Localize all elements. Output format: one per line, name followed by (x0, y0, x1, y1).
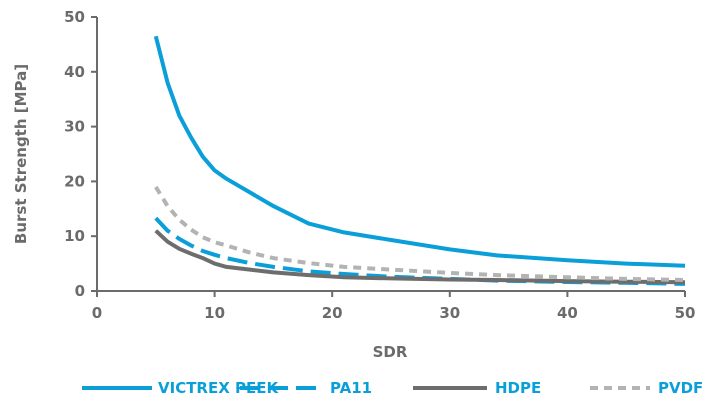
series-line-pa11 (154, 216, 686, 286)
y-tick-label: 40 (64, 63, 85, 81)
series-line-pvdf (154, 185, 686, 282)
y-tick-label: 30 (64, 118, 85, 136)
x-tick-label: 20 (322, 304, 343, 322)
x-axis-title: SDR (373, 343, 408, 361)
y-tick-label: 20 (64, 172, 85, 190)
y-axis-title: Burst Strength [MPa] (12, 64, 30, 244)
x-tick-label: 30 (439, 304, 460, 322)
y-tick-label: 0 (75, 282, 85, 300)
series-lines (153, 35, 686, 286)
legend-label-victrex-peek: VICTREX PEEK (158, 379, 280, 397)
legend: VICTREX PEEK PA11 HDPE PVDF (82, 379, 703, 397)
x-tick-label: 0 (92, 304, 102, 322)
y-tick-label: 50 (64, 8, 85, 26)
series-line-victrex-peek (153, 35, 686, 268)
legend-label-hdpe: HDPE (495, 379, 541, 397)
legend-label-pvdf: PVDF (658, 379, 703, 397)
x-tick-label: 40 (557, 304, 578, 322)
y-tick-label: 10 (64, 227, 85, 245)
series-line-hdpe (154, 229, 686, 285)
legend-label-pa11: PA11 (330, 379, 372, 397)
axes (96, 17, 685, 292)
x-tick-label: 50 (675, 304, 696, 322)
ticks: 0 10 20 30 40 50 0 10 20 30 40 50 (64, 8, 695, 322)
x-tick-label: 10 (204, 304, 225, 322)
